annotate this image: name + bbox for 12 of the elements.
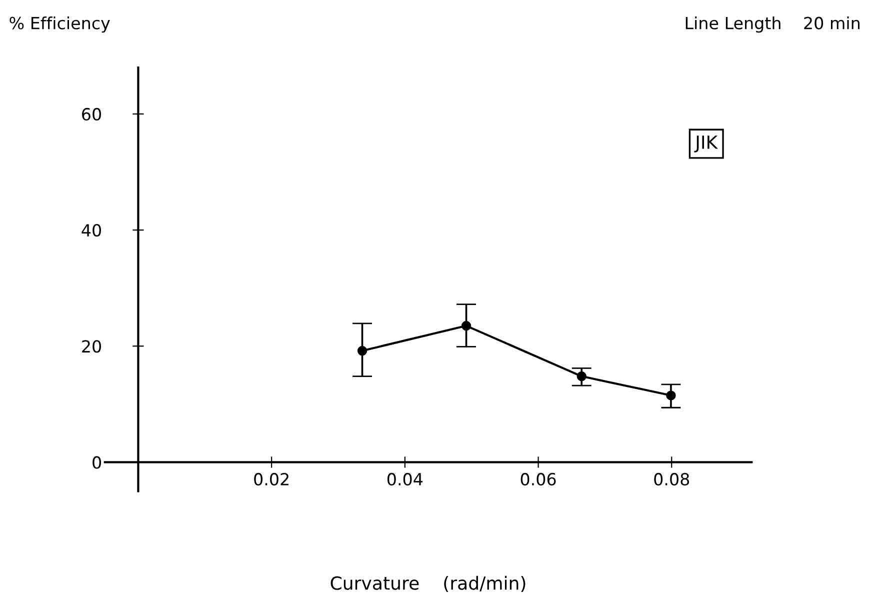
x-tick-label: 0.08 xyxy=(654,472,690,486)
y-tick-label: 0 xyxy=(92,456,101,469)
x-axis-title: Curvature (rad/min) xyxy=(330,576,526,592)
x-tick-label: 0.04 xyxy=(387,472,423,486)
x-tick-label: 0.06 xyxy=(520,472,556,486)
y-tick-label: 60 xyxy=(82,108,101,121)
y-tick-label: 20 xyxy=(82,340,101,353)
y-axis-title: % Efficiency xyxy=(10,16,110,33)
y-tick-label: 40 xyxy=(82,224,101,237)
annotation: JIK xyxy=(694,136,718,152)
x-tick-label: 0.02 xyxy=(254,472,288,486)
text: Line Length 20 min xyxy=(686,16,860,33)
